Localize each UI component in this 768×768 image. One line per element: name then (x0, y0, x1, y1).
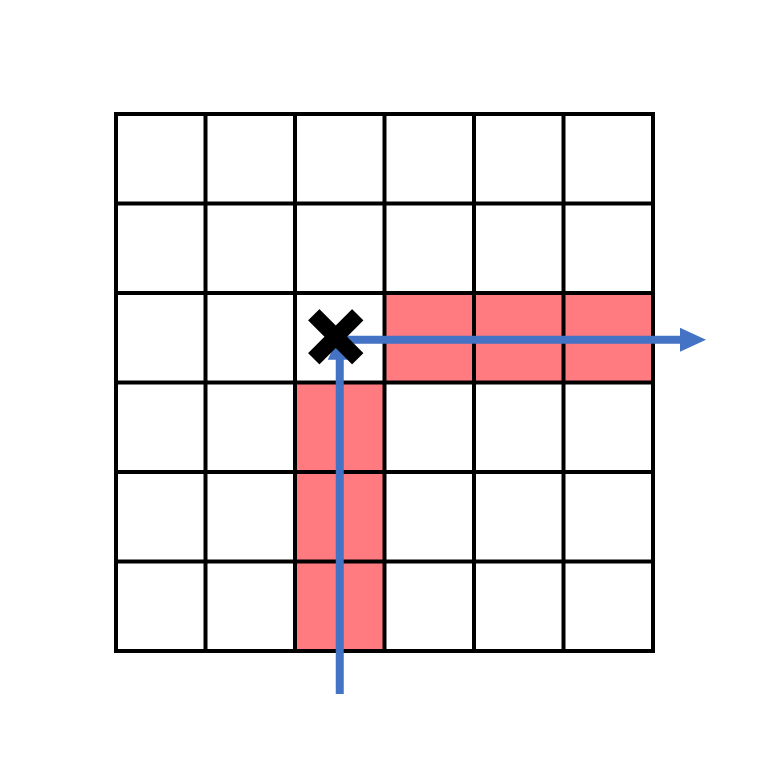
horizontal-arrow-head (680, 327, 706, 352)
grid (114, 112, 655, 653)
arrow-layer (327, 327, 706, 694)
x-mark-icon (308, 309, 364, 365)
x-mark-stroke (308, 309, 364, 365)
marker-layer (308, 309, 364, 365)
